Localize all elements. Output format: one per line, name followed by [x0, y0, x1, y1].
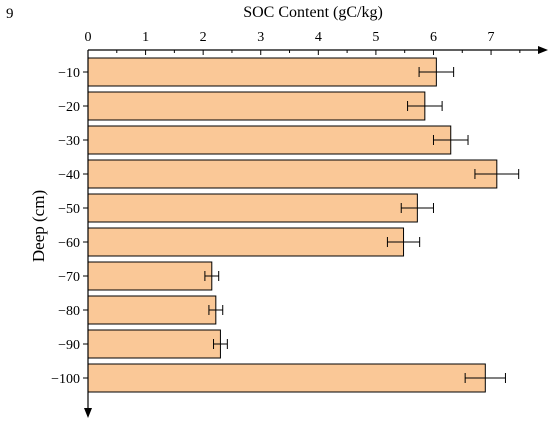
bar: [87, 91, 426, 121]
bar: [87, 329, 221, 359]
bar: [87, 261, 213, 291]
y-tick-label: −40: [58, 168, 80, 183]
bar: [87, 57, 437, 87]
x-tick-label: 2: [200, 30, 207, 45]
y-tick-label: −30: [58, 134, 80, 149]
y-axis-arrow: [84, 408, 92, 418]
bar: [87, 193, 418, 223]
x-tick-label: 1: [142, 30, 149, 45]
x-tick-label: 3: [257, 30, 264, 45]
y-tick-label: −10: [58, 66, 80, 81]
x-tick-label: 5: [372, 30, 379, 45]
bars-group: [87, 57, 520, 393]
y-axis-title: Deep (cm): [29, 190, 48, 262]
y-axis-ticks: −10 −20 −30 −40 −50 −60 −70 −80 −90 −100: [51, 66, 88, 387]
y-tick-label: −60: [58, 236, 80, 251]
bar: [87, 227, 405, 257]
x-axis-title: SOC Content (gC/kg): [243, 4, 383, 21]
y-tick-label: −80: [58, 304, 80, 319]
y-tick-label: −70: [58, 270, 80, 285]
panel-label: 9: [6, 6, 14, 22]
x-tick-label: 0: [85, 30, 92, 45]
x-axis-ticks: 0 1 2 3 4 5 6 7: [85, 30, 521, 55]
axes-group: [84, 46, 548, 418]
bar: [87, 363, 486, 393]
x-tick-label: 6: [430, 30, 437, 45]
bar: [87, 159, 498, 189]
y-tick-label: −100: [51, 372, 80, 387]
bar: [87, 295, 217, 325]
x-axis-arrow: [538, 46, 548, 54]
y-tick-label: −20: [58, 100, 80, 115]
y-tick-label: −90: [58, 338, 80, 353]
x-tick-label: 7: [488, 30, 495, 45]
bar: [87, 125, 452, 155]
y-tick-label: −50: [58, 202, 80, 217]
x-tick-label: 4: [315, 30, 322, 45]
